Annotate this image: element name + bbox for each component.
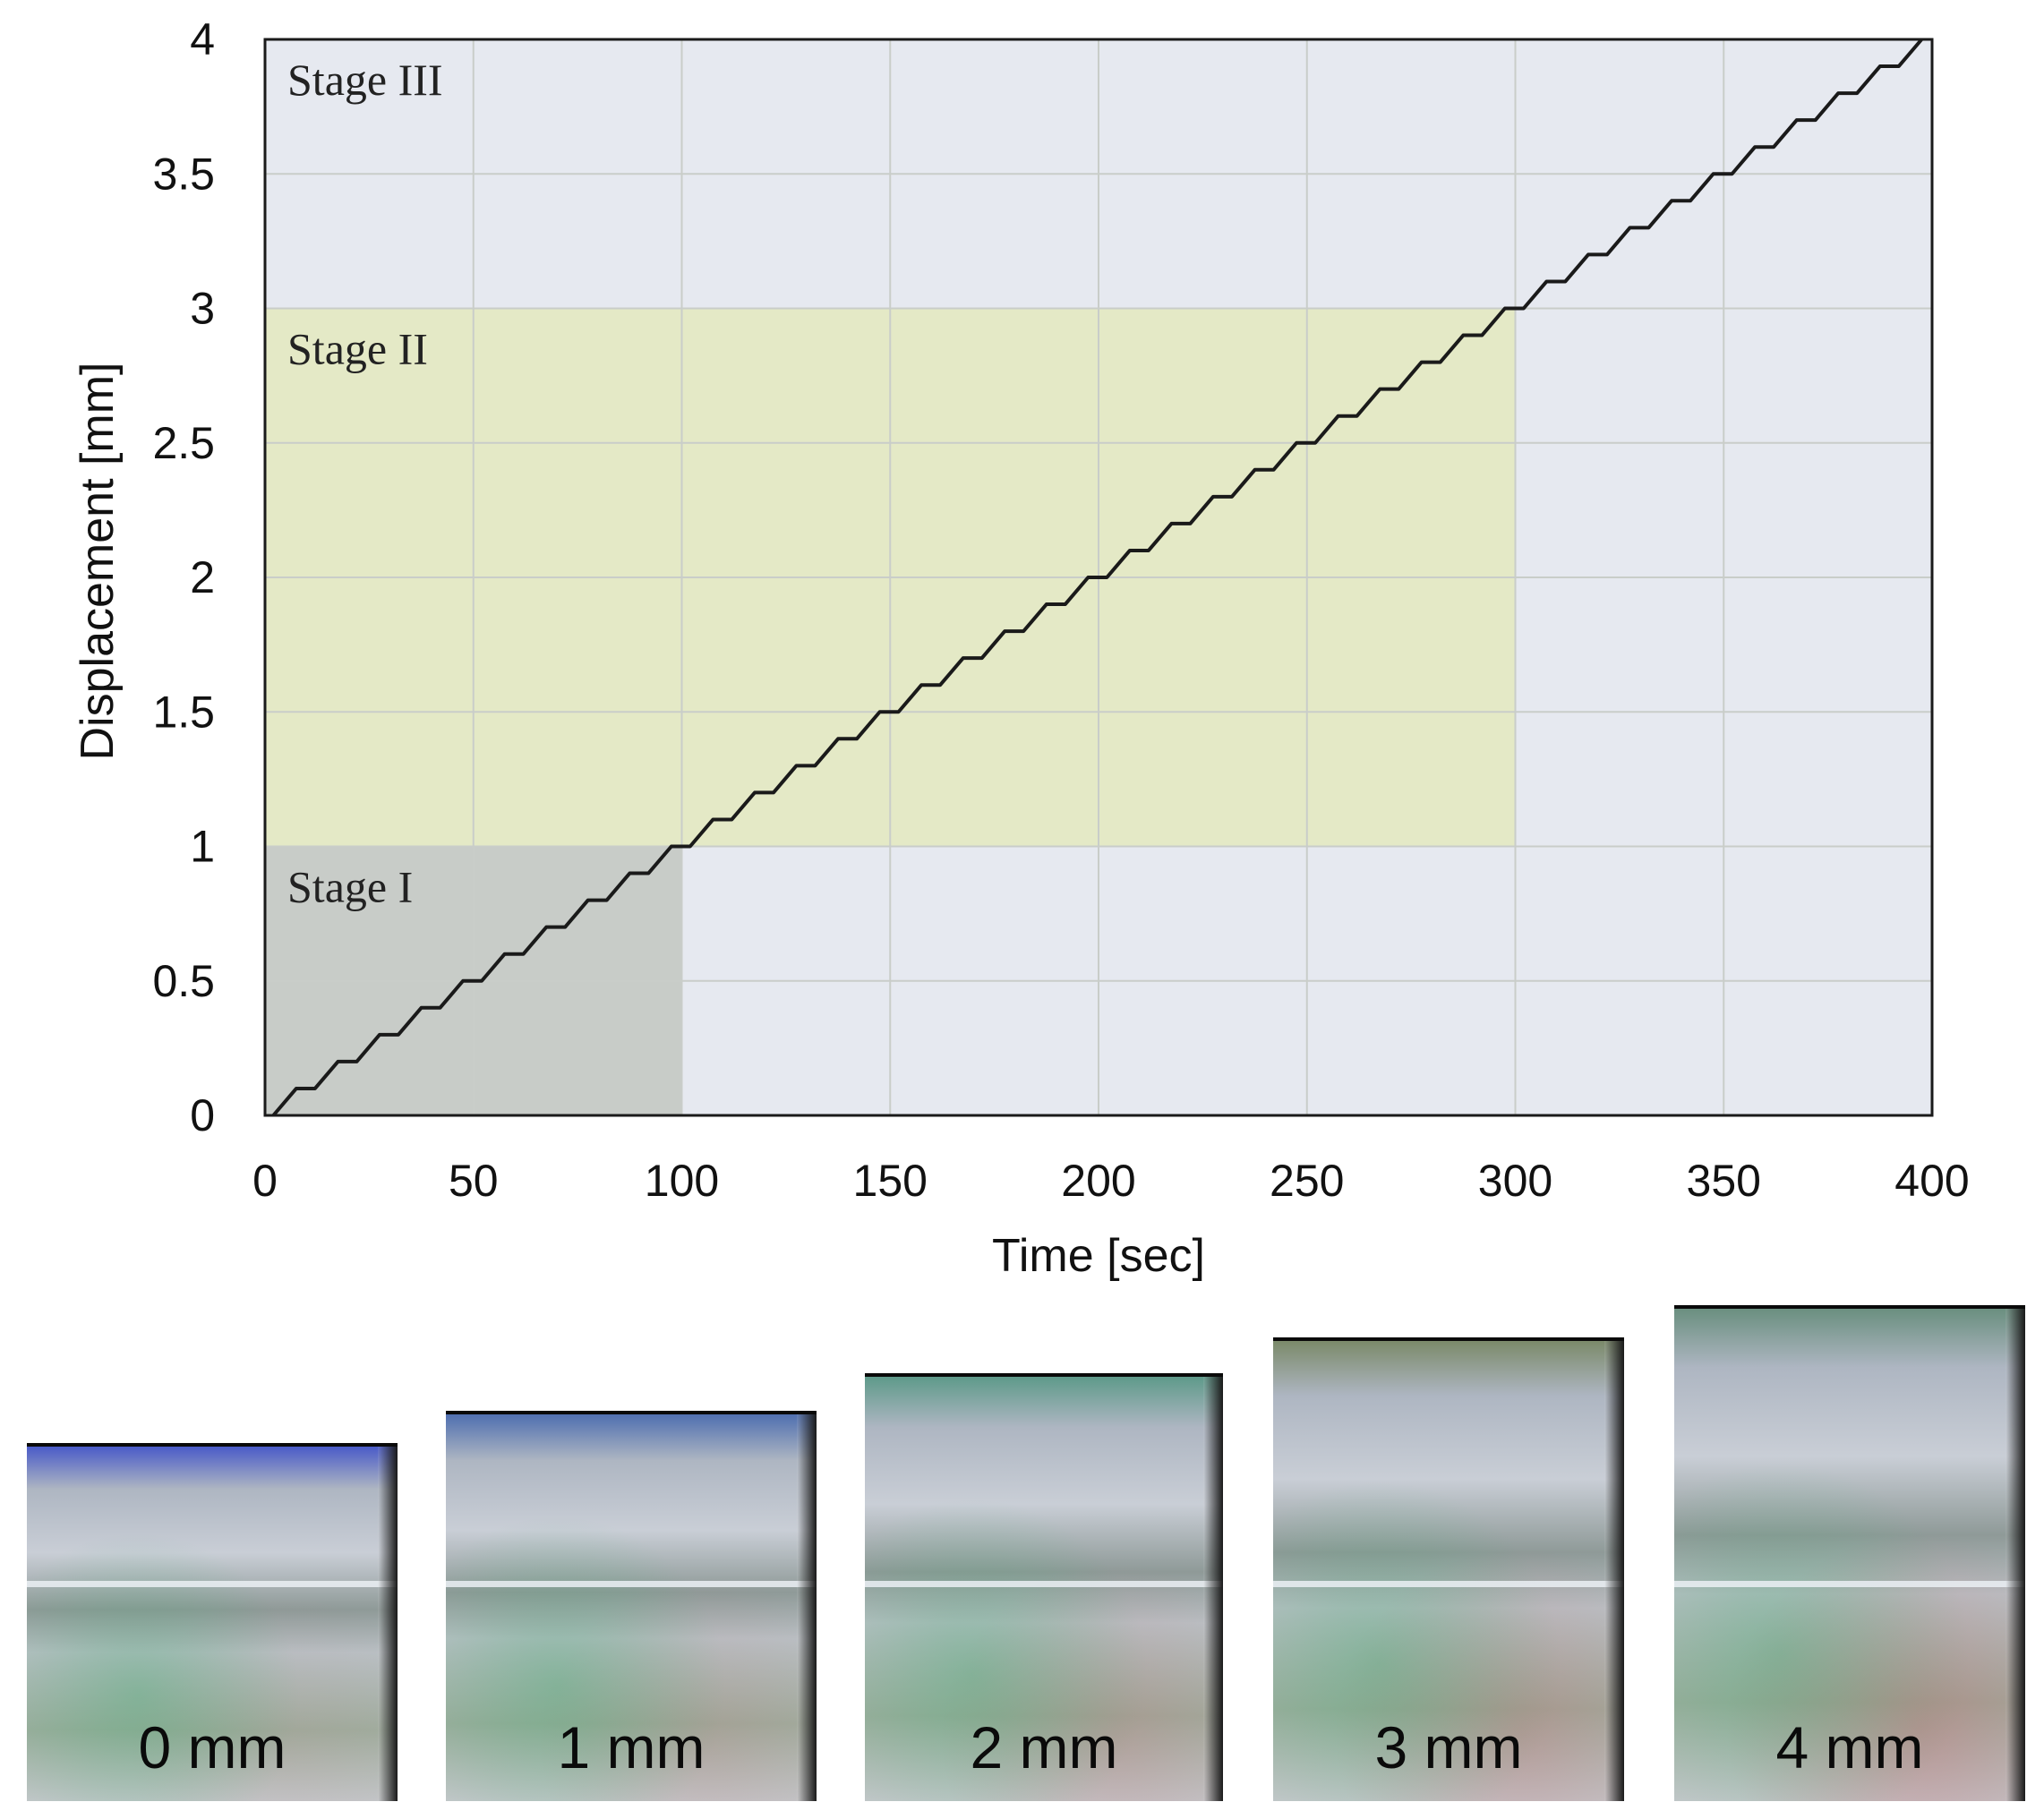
stage-labels: Stage I Stage II Stage III — [287, 55, 443, 912]
photo-displacement-label: 1 mm — [557, 1714, 706, 1781]
specimen-glass — [865, 1377, 1223, 1801]
y-tick-label: 4 — [190, 14, 215, 64]
x-tick-label: 0 — [252, 1156, 278, 1206]
y-tick-label: 0.5 — [152, 956, 215, 1006]
tick-labels: 0 50 100 150 200 250 300 350 400 0 0.5 1 1.5 2 2.5 3 3.5… — [152, 14, 1969, 1206]
specimen-glass — [27, 1447, 398, 1801]
specimen-divider — [1273, 1581, 1624, 1587]
photo-displacement-label: 3 mm — [1374, 1714, 1523, 1781]
stage-label: Stage III — [287, 55, 443, 105]
y-tick-label: 3.5 — [152, 149, 215, 199]
stage-label: Stage II — [287, 324, 428, 374]
specimen-edge — [797, 1414, 817, 1801]
y-tick-label: 1 — [190, 822, 215, 872]
specimen-photo: 0 mm — [27, 1443, 398, 1801]
displacement-time-chart: Stage I Stage II Stage III 0 50 100 150 200 250… — [72, 14, 1970, 1282]
specimen-divider — [1674, 1581, 2025, 1587]
y-axis-title: Displacement [mm] — [72, 363, 124, 761]
specimen-edge — [1203, 1377, 1223, 1801]
y-tick-label: 0 — [190, 1090, 215, 1140]
stage-label: Stage I — [287, 862, 413, 912]
specimen-divider — [446, 1581, 817, 1587]
specimen-divider — [865, 1581, 1223, 1587]
specimen-edge — [2006, 1309, 2025, 1801]
specimen-photo: 3 mm — [1273, 1337, 1624, 1801]
y-tick-label: 2 — [190, 552, 215, 602]
series — [271, 38, 1923, 1117]
x-tick-label: 150 — [853, 1156, 928, 1206]
y-tick-label: 1.5 — [152, 687, 215, 737]
specimen-photo: 4 mm — [1674, 1305, 2025, 1801]
plot-frame — [263, 38, 1934, 1117]
specimen-photo: 2 mm — [865, 1373, 1223, 1801]
specimen-photo: 1 mm — [446, 1411, 817, 1801]
x-tick-label: 300 — [1478, 1156, 1552, 1206]
specimen-edge — [378, 1447, 398, 1801]
specimen-glass — [1674, 1309, 2025, 1801]
photo-displacement-label: 4 mm — [1775, 1714, 1924, 1781]
specimen-glass — [446, 1414, 817, 1801]
y-tick-label: 3 — [190, 284, 215, 334]
displacement-line — [271, 38, 1923, 1117]
x-tick-label: 250 — [1270, 1156, 1344, 1206]
x-tick-label: 50 — [449, 1156, 499, 1206]
x-axis-title: Time [sec] — [992, 1230, 1205, 1282]
specimen-divider — [27, 1581, 398, 1587]
x-tick-label: 350 — [1687, 1156, 1761, 1206]
specimen-glass — [1273, 1341, 1624, 1801]
specimen-edge — [1604, 1341, 1624, 1801]
x-tick-label: 200 — [1061, 1156, 1135, 1206]
x-tick-label: 400 — [1894, 1156, 1969, 1206]
photo-displacement-label: 2 mm — [970, 1714, 1118, 1781]
y-tick-label: 2.5 — [152, 418, 215, 468]
x-tick-label: 100 — [645, 1156, 719, 1206]
photo-displacement-label: 0 mm — [138, 1714, 287, 1781]
